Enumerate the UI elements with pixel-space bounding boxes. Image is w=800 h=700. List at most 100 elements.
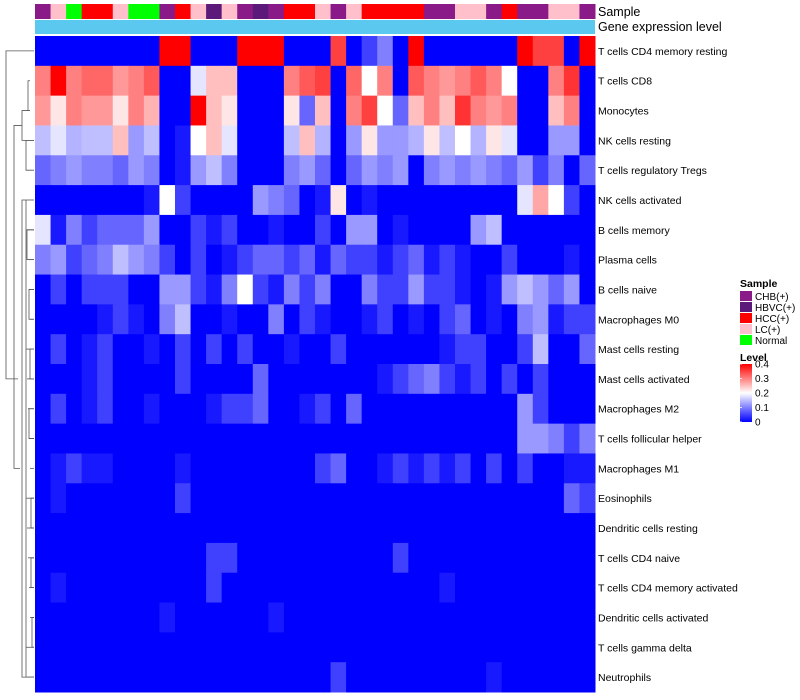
heatmap-cell	[377, 214, 394, 246]
heatmap-cell	[563, 65, 580, 97]
heatmap-cell	[112, 36, 129, 67]
heatmap-cell	[206, 304, 223, 335]
heatmap-cell	[563, 453, 580, 484]
heatmap-cell	[175, 36, 192, 67]
heatmap-cell	[206, 274, 223, 305]
heatmap-cell	[517, 155, 534, 186]
heatmap-cell	[221, 95, 238, 126]
heatmap-cell	[175, 513, 192, 544]
heatmap-cell	[408, 36, 425, 67]
heatmap-cell	[517, 632, 534, 663]
heatmap-cell	[35, 483, 52, 514]
heatmap-cell	[283, 364, 300, 395]
heatmap-cell	[486, 214, 503, 246]
heatmap-cell	[283, 572, 300, 604]
heatmap-cell	[548, 334, 565, 365]
heatmap-cell	[423, 125, 440, 156]
sample-annotation-cell	[486, 4, 503, 19]
heatmap-cell	[470, 95, 487, 126]
heatmap-cell	[97, 65, 114, 97]
heatmap-cell	[128, 304, 145, 335]
heatmap-cell	[377, 65, 394, 97]
heatmap-cell	[66, 95, 83, 126]
heatmap-cell	[268, 572, 285, 604]
column-annotations	[35, 4, 596, 34]
heatmap-cell	[252, 453, 269, 484]
heatmap-cell	[128, 125, 145, 156]
heatmap-cell	[299, 185, 316, 216]
heatmap-cell	[283, 274, 300, 305]
heatmap-cell	[221, 334, 238, 365]
heatmap-cell	[315, 423, 332, 454]
heatmap-cell	[190, 334, 207, 365]
heatmap-cell	[315, 364, 332, 395]
heatmap-cell	[330, 185, 347, 216]
heatmap-cell	[237, 572, 254, 604]
heatmap-cell	[143, 214, 160, 246]
heatmap-cell	[579, 453, 596, 484]
heatmap-cell	[143, 244, 160, 276]
heatmap-cell	[221, 244, 238, 276]
heatmap-cell	[330, 125, 347, 156]
heatmap-cell	[392, 483, 409, 514]
heatmap-cell	[346, 36, 363, 67]
heatmap-cell	[66, 36, 83, 67]
dendrogram-branch	[29, 348, 34, 380]
heatmap-cell	[377, 632, 394, 663]
dendrogram-branch	[13, 125, 22, 469]
heatmap-cell	[532, 65, 549, 97]
heatmap-cell	[97, 155, 114, 186]
heatmap-cell	[423, 453, 440, 484]
heatmap-cell	[501, 125, 518, 156]
heatmap-cell	[299, 662, 316, 693]
heatmap-cell	[190, 155, 207, 186]
heatmap-cell	[517, 36, 534, 67]
heatmap-cell	[268, 125, 285, 156]
heatmap-cell	[283, 513, 300, 544]
heatmap-cell	[299, 423, 316, 454]
heatmap-cell	[361, 125, 378, 156]
heatmap-cell	[81, 364, 98, 395]
heatmap-cell	[252, 95, 269, 126]
heatmap-cell	[470, 334, 487, 365]
heatmap-cell	[563, 602, 580, 633]
heatmap-cell	[392, 542, 409, 574]
heatmap-cell	[532, 393, 549, 425]
heatmap-cell	[81, 125, 98, 156]
heatmap-cell	[346, 602, 363, 633]
heatmap-cell	[190, 483, 207, 514]
heatmap-cell	[35, 95, 52, 126]
heatmap-cell	[252, 125, 269, 156]
dendrogram-branch	[26, 229, 34, 261]
heatmap-cell	[283, 662, 300, 693]
heatmap-cell	[315, 393, 332, 425]
heatmap-cell	[268, 393, 285, 425]
heatmap-cell	[190, 423, 207, 454]
heatmap-cell	[377, 155, 394, 186]
heatmap-cell	[159, 244, 176, 276]
heatmap-cell	[206, 334, 223, 365]
heatmap-cell	[252, 364, 269, 395]
heatmap-cell	[470, 274, 487, 305]
heatmap-cell	[221, 393, 238, 425]
heatmap-cell	[563, 274, 580, 305]
heatmap-cell	[361, 483, 378, 514]
heatmap-cell	[112, 632, 129, 663]
heatmap-cell	[579, 125, 596, 156]
sample-annotation-cell	[66, 4, 83, 19]
heatmap-cell	[50, 453, 67, 484]
heatmap-cell	[81, 244, 98, 276]
sample-annotation-cell	[143, 4, 160, 19]
heatmap-cell	[455, 632, 472, 663]
heatmap-cell	[377, 304, 394, 335]
level-colorbar	[740, 364, 752, 422]
heatmap-cell	[361, 572, 378, 604]
heatmap-cell	[283, 125, 300, 156]
heatmap-cell	[143, 185, 160, 216]
heatmap-cell	[159, 214, 176, 246]
heatmap-cell	[35, 244, 52, 276]
heatmap-cell	[392, 214, 409, 246]
heatmap-cell	[237, 453, 254, 484]
heatmap-cell	[112, 483, 129, 514]
heatmap-cell	[143, 662, 160, 693]
